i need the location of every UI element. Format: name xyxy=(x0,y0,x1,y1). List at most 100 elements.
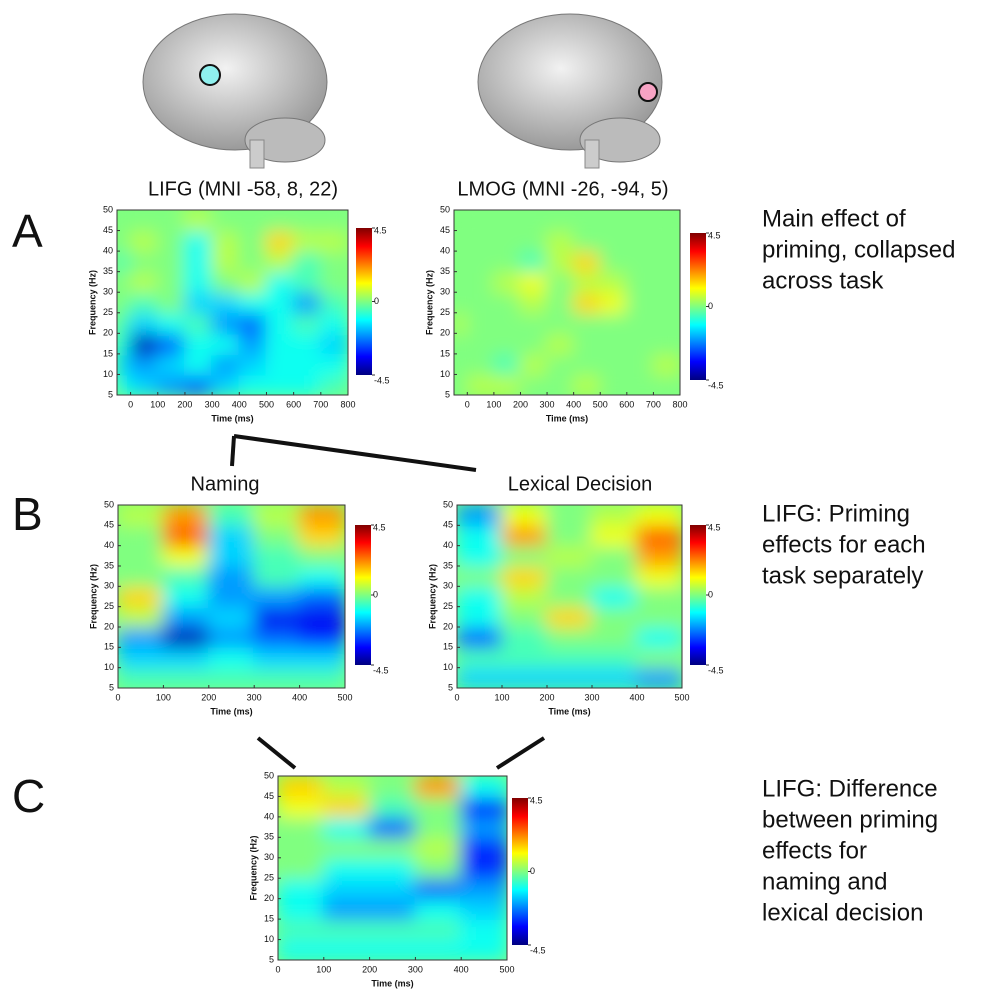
heatmap-cell xyxy=(501,524,548,547)
panel-caption: effects for each xyxy=(762,531,926,558)
y-tick-label: 30 xyxy=(440,287,450,297)
heatmap-cell xyxy=(492,270,522,294)
y-tick-label: 10 xyxy=(264,934,274,944)
y-axis-label: Frequency (Hz) xyxy=(427,564,437,629)
heatmap xyxy=(118,505,345,688)
heatmap-cell xyxy=(546,250,575,273)
heatmap-cell xyxy=(546,311,575,335)
heatmap-cell xyxy=(292,270,322,294)
heatmap-cell xyxy=(183,311,214,335)
connectors xyxy=(230,434,546,770)
panel-caption: LIFG: Priming xyxy=(762,500,910,527)
x-tick-label: 0 xyxy=(128,399,133,409)
y-tick-label: 25 xyxy=(443,601,453,611)
heatmap-cell xyxy=(278,856,325,880)
y-tick-label: 45 xyxy=(443,520,453,530)
heatmap-cell xyxy=(211,229,241,253)
heatmap-cell xyxy=(211,332,241,355)
heatmap-cells xyxy=(457,505,682,688)
panel-caption: priming, collapsed xyxy=(762,236,955,263)
heatmap-cell xyxy=(652,352,680,376)
heatmap-cell xyxy=(636,666,682,688)
heatmap-cell xyxy=(156,270,186,294)
heatmap-cell xyxy=(319,311,348,335)
heatmap-cell xyxy=(129,332,159,355)
heatmap-cell xyxy=(492,250,522,273)
heatmap-cell xyxy=(298,626,345,649)
heatmap-cell xyxy=(460,918,507,941)
heatmap-cell xyxy=(117,373,132,395)
heatmap-cell xyxy=(118,646,165,669)
heatmap-cell xyxy=(625,250,655,273)
x-tick-label: 500 xyxy=(674,692,689,702)
heatmap-cell xyxy=(636,646,682,669)
heatmap-cell xyxy=(162,565,210,588)
heatmap-cell xyxy=(162,524,210,547)
heatmap-cell xyxy=(546,565,593,588)
y-tick-label: 25 xyxy=(103,307,113,317)
heatmap-cell xyxy=(546,332,575,355)
heatmap-cell xyxy=(519,250,549,273)
heatmap-cell xyxy=(454,332,469,355)
heatmap-cell xyxy=(238,270,268,294)
heatmap-cell xyxy=(278,918,325,941)
x-tick-label: 0 xyxy=(454,692,459,702)
heatmap-cell xyxy=(414,815,463,839)
heatmap-cell xyxy=(183,270,214,294)
heatmap-cell xyxy=(129,352,159,376)
y-tick-label: 15 xyxy=(443,642,453,652)
plot-frame xyxy=(277,775,508,961)
y-tick-label: 25 xyxy=(264,873,274,883)
y-tick-label: 50 xyxy=(443,499,453,509)
heatmap-cell xyxy=(519,229,549,253)
heatmap-cell xyxy=(591,646,638,669)
y-tick-label: 50 xyxy=(103,204,113,214)
heatmap-cell xyxy=(414,877,463,900)
panel-caption: across task xyxy=(762,267,884,294)
y-tick-label: 20 xyxy=(264,893,274,903)
heatmap-cell xyxy=(466,210,495,232)
x-tick-label: 800 xyxy=(340,399,355,409)
heatmap-cell xyxy=(319,210,348,232)
brain-right xyxy=(477,13,663,169)
heatmap-cell xyxy=(636,544,682,567)
heatmap-cell xyxy=(454,270,469,294)
heatmap-cell xyxy=(292,250,322,273)
heatmap-cell xyxy=(211,270,241,294)
heatmap-cell xyxy=(546,210,575,232)
colorbar xyxy=(512,798,528,945)
heatmap-cell xyxy=(118,585,165,608)
heatmap-cell xyxy=(368,836,417,859)
x-tick-label: 400 xyxy=(232,399,247,409)
heatmap-cell xyxy=(118,626,165,649)
heatmap-cell xyxy=(460,815,507,839)
heatmap-cell xyxy=(298,505,345,527)
heatmap-cell xyxy=(265,229,295,253)
colorbar-tick-label: 4.5 xyxy=(374,225,387,235)
heatmap-cell xyxy=(118,544,165,567)
x-tick-label: 300 xyxy=(540,399,555,409)
x-axis-label: Time (ms) xyxy=(211,413,253,423)
heatmap-cell xyxy=(162,585,210,608)
heatmap-cell xyxy=(572,210,602,232)
heatmap-cells xyxy=(118,505,345,688)
heatmap-cell xyxy=(546,666,593,688)
heatmap-cell xyxy=(460,856,507,880)
heatmap-cell xyxy=(457,605,503,628)
x-tick-label: 800 xyxy=(672,399,687,409)
heatmap-cell xyxy=(265,311,295,335)
y-tick-label: 15 xyxy=(103,348,113,358)
y-tick-label: 20 xyxy=(103,328,113,338)
heatmap-cell xyxy=(292,229,322,253)
colorbar xyxy=(355,525,371,665)
y-axis-label: Frequency (Hz) xyxy=(248,835,258,900)
heatmap-cell xyxy=(129,291,159,314)
heatmap-cell xyxy=(599,270,628,294)
heatmap-cell xyxy=(183,229,214,253)
heatmap-cell xyxy=(572,291,602,314)
heatmap-cell xyxy=(253,666,301,688)
heatmap-cell xyxy=(238,311,268,335)
heatmap-cell xyxy=(292,291,322,314)
heatmap-cell xyxy=(636,565,682,588)
heatmap-cell xyxy=(652,270,680,294)
